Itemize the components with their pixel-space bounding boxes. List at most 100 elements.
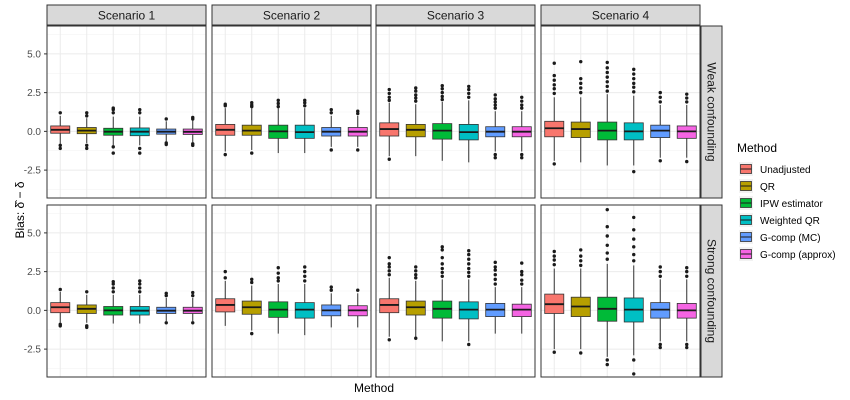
- outlier-point: [329, 111, 333, 115]
- legend: Method Unadjusted QR IPW estimator Weighted…: [737, 141, 836, 261]
- outlier-point: [414, 86, 418, 90]
- outlier-point: [605, 257, 609, 261]
- outlier-point: [138, 279, 142, 283]
- outlier-point: [303, 279, 307, 283]
- boxplot: [268, 98, 289, 154]
- outlier-point: [223, 102, 227, 106]
- outlier-point: [605, 362, 609, 367]
- outlier-point: [493, 97, 497, 101]
- outlier-point: [520, 278, 524, 282]
- outlier-point: [276, 101, 280, 106]
- outlier-point: [658, 342, 662, 347]
- outlier-point: [138, 111, 142, 115]
- outlier-point: [493, 103, 497, 107]
- outlier-point: [605, 60, 609, 65]
- outlier-point: [138, 282, 142, 286]
- outlier-point: [111, 290, 115, 294]
- boxplot: [511, 95, 532, 160]
- outlier-point: [579, 351, 583, 355]
- boxplot: [676, 92, 697, 164]
- outlier-point: [111, 145, 115, 149]
- boxplot: [623, 215, 644, 376]
- panel: [46, 25, 207, 199]
- outlier-point: [440, 255, 444, 260]
- outlier-point: [493, 152, 497, 157]
- outlier-point: [467, 84, 471, 89]
- boxplot: [294, 265, 315, 336]
- boxplot: [321, 107, 342, 152]
- outlier-point: [685, 92, 689, 96]
- outlier-point: [579, 254, 583, 258]
- boxplot: [129, 107, 150, 155]
- outlier-point: [658, 345, 662, 350]
- boxplot: [570, 248, 591, 355]
- outlier-point: [520, 103, 524, 107]
- column-strip: [375, 4, 536, 26]
- outlier-point: [579, 263, 583, 268]
- boxplot: [156, 117, 177, 147]
- outlier-point: [250, 103, 254, 107]
- boxplot: [597, 60, 618, 166]
- outlier-point: [303, 274, 307, 278]
- panel: [540, 25, 701, 199]
- outlier-point: [387, 255, 391, 260]
- outlier-point: [493, 268, 497, 272]
- outlier-point: [467, 95, 471, 99]
- y-axis-layer: -2.5 0.0 2.5 5.0 -2.5 0.0 2.5 5.0: [24, 49, 47, 356]
- legend-label: G-comp (MC): [760, 233, 821, 244]
- panel-border: [540, 204, 701, 378]
- outlier-point: [658, 90, 662, 95]
- boxplot: [215, 102, 236, 157]
- outlier-point: [191, 293, 195, 298]
- outlier-point: [250, 101, 254, 105]
- y-tick-label: 0.0: [27, 127, 41, 138]
- panel-border: [46, 204, 207, 378]
- outlier-point: [138, 286, 142, 290]
- outlier-point: [658, 159, 662, 163]
- outlier-point: [605, 234, 609, 238]
- outlier-point: [685, 159, 689, 164]
- outlier-point: [493, 282, 497, 286]
- outlier-point: [138, 290, 142, 294]
- outlier-point: [685, 345, 689, 350]
- outlier-point: [579, 90, 583, 95]
- boxplot: [268, 266, 289, 334]
- outlier-point: [579, 76, 583, 81]
- outlier-point: [493, 273, 497, 277]
- outlier-point: [414, 96, 418, 100]
- outlier-point: [387, 338, 391, 342]
- boxplot: [432, 83, 453, 161]
- boxplot: [432, 245, 453, 342]
- outlier-point: [520, 261, 524, 265]
- outlier-point: [493, 100, 497, 104]
- outlier-point: [414, 89, 418, 93]
- boxplot: [182, 115, 203, 148]
- boxplot: [570, 59, 591, 163]
- outlier-point: [605, 84, 609, 89]
- panel: [211, 25, 372, 199]
- panel: [46, 204, 207, 378]
- boxplot: [321, 285, 342, 328]
- outlier-point: [467, 342, 471, 347]
- outlier-point: [414, 269, 418, 273]
- outlier-point: [303, 265, 307, 269]
- outlier-point: [329, 148, 333, 152]
- outlier-point: [658, 100, 662, 104]
- boxplot: [597, 207, 618, 367]
- outlier-point: [467, 266, 471, 271]
- outlier-point: [85, 325, 89, 330]
- outlier-point: [632, 237, 636, 241]
- outlier-point: [356, 109, 360, 113]
- outlier-point: [467, 270, 471, 275]
- outlier-point: [552, 254, 556, 258]
- outlier-point: [387, 265, 391, 269]
- legend-label: Unadjusted: [760, 165, 811, 176]
- panel-border: [375, 204, 536, 378]
- outlier-point: [632, 76, 636, 81]
- outlier-point: [387, 91, 391, 96]
- outlier-point: [440, 83, 444, 88]
- outlier-point: [58, 146, 62, 151]
- boxplot: [76, 111, 97, 151]
- outlier-point: [414, 276, 418, 280]
